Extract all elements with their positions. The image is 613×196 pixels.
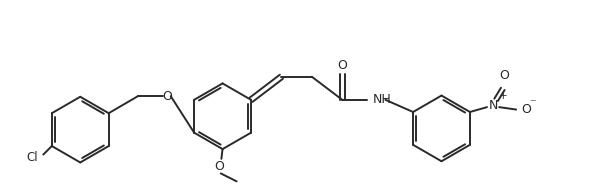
Text: N: N xyxy=(489,99,498,113)
Text: O: O xyxy=(215,160,224,173)
Text: O: O xyxy=(521,103,531,116)
Text: O: O xyxy=(162,90,172,103)
Text: ⁻: ⁻ xyxy=(529,97,536,110)
Text: O: O xyxy=(499,69,509,82)
Text: O: O xyxy=(337,59,347,72)
Text: NH: NH xyxy=(373,93,391,106)
Text: +: + xyxy=(498,91,507,101)
Text: Cl: Cl xyxy=(26,151,38,164)
